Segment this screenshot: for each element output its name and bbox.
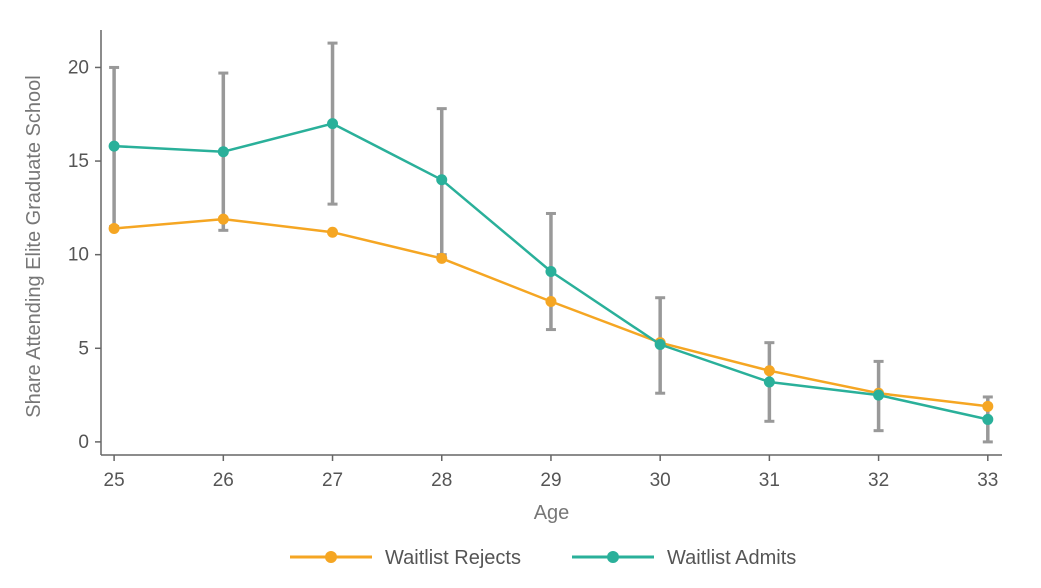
legend-item: Waitlist Admits — [572, 547, 796, 569]
data-point — [763, 365, 775, 377]
data-point — [654, 339, 666, 351]
data-point — [217, 213, 229, 225]
legend: Waitlist Rejects Waitlist Admits — [290, 547, 796, 569]
data-point — [763, 376, 775, 388]
y-tick-label: 15 — [68, 151, 89, 172]
x-tick-label: 27 — [322, 470, 343, 491]
axes: 0 5 10 15 20 25 26 27 28 29 30 31 32 33 Age Share Atten… — [23, 30, 1002, 524]
x-tick-label: 31 — [759, 470, 780, 491]
legend-label: Waitlist Rejects — [385, 547, 521, 569]
y-axis-title: Share Attending Elite Graduate School — [23, 75, 45, 417]
x-tick-label: 25 — [104, 470, 125, 491]
series-waitlist-admits — [108, 118, 994, 425]
data-point — [982, 413, 994, 425]
data-point — [108, 140, 120, 152]
data-point — [873, 389, 885, 401]
x-tick-label: 33 — [977, 470, 998, 491]
y-tick-label: 20 — [68, 57, 89, 78]
y-tick-label: 0 — [78, 432, 89, 453]
y-tick-label: 5 — [78, 338, 89, 359]
x-axis-title: Age — [534, 502, 570, 524]
legend-label: Waitlist Admits — [667, 547, 796, 569]
x-tick-label: 32 — [868, 470, 889, 491]
x-tick-label: 30 — [650, 470, 671, 491]
legend-swatch-marker — [325, 551, 337, 563]
data-point — [436, 252, 448, 264]
x-tick-label: 28 — [431, 470, 452, 491]
data-point — [327, 118, 339, 130]
y-tick-label: 10 — [68, 245, 89, 266]
legend-item: Waitlist Rejects — [290, 547, 521, 569]
x-tick-label: 26 — [213, 470, 234, 491]
data-point — [217, 146, 229, 158]
data-point — [545, 266, 557, 278]
x-tick-label: 29 — [540, 470, 561, 491]
data-point — [545, 295, 557, 307]
error-bars — [109, 41, 993, 444]
data-point — [982, 400, 994, 412]
data-point — [108, 222, 120, 234]
legend-swatch-marker — [607, 551, 619, 563]
data-point — [436, 174, 448, 186]
series-layer — [108, 118, 994, 425]
data-point — [327, 226, 339, 238]
